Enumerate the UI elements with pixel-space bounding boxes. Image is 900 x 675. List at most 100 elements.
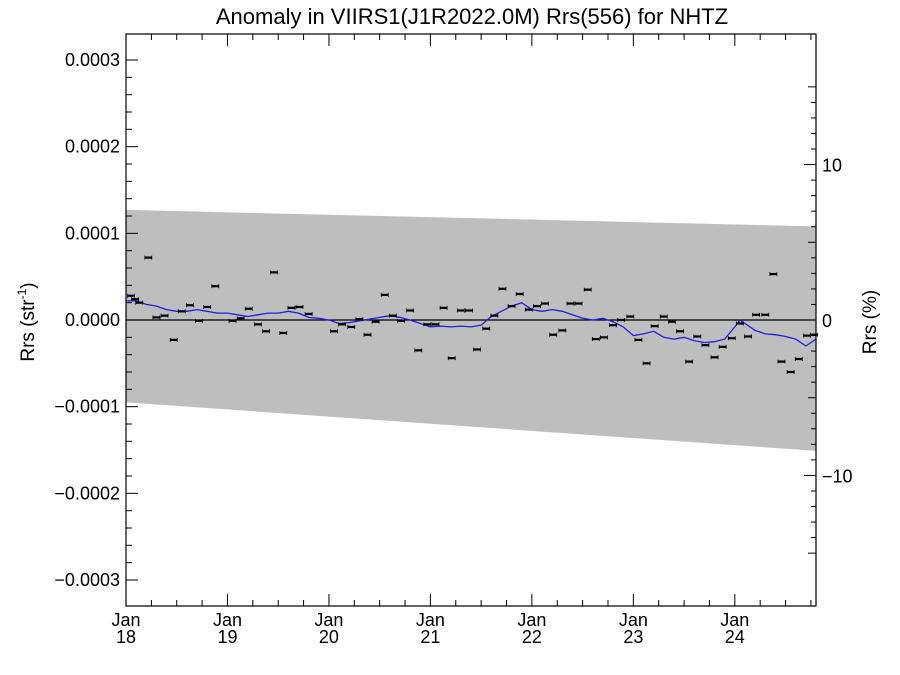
x-tick-label-month: Jan [720, 610, 749, 630]
data-point [135, 300, 144, 305]
data-point [566, 301, 575, 306]
data-point [330, 329, 338, 334]
data-point [524, 307, 533, 312]
plot-area [126, 209, 818, 451]
data-point [626, 314, 635, 319]
data-point [371, 319, 380, 324]
data-point [397, 318, 405, 323]
data-point [498, 286, 507, 291]
data-point [642, 361, 651, 366]
data-point [355, 317, 364, 322]
data-point [131, 297, 140, 302]
x-tick-label-month: Jan [416, 610, 445, 630]
data-point [380, 292, 389, 297]
data-point [761, 312, 770, 317]
data-point [127, 293, 135, 298]
data-point [659, 314, 668, 319]
data-point [295, 305, 304, 309]
data-point [490, 313, 499, 318]
chart-title: Anomaly in VIIRS1(J1R2022.0M) Rrs(556) f… [216, 4, 728, 29]
data-point [685, 359, 694, 364]
y-axis-label-left-base: Rrs (str [18, 299, 39, 362]
data-point [794, 357, 803, 361]
y-axis-label-left-exponent: -1 [15, 288, 29, 299]
y-tick-label-left: 0.0000 [65, 310, 120, 330]
y-tick-label-left: −0.0001 [54, 397, 120, 417]
data-point [735, 321, 744, 326]
data-point [710, 355, 719, 360]
y-axis-label-right: Rrs (%) [860, 290, 881, 354]
data-point [465, 308, 473, 313]
data-point [727, 336, 736, 341]
y-tick-label-right: 0 [822, 311, 832, 331]
y-axis-label-left: Rrs (str-1) [15, 282, 39, 361]
data-point [786, 370, 795, 374]
data-point [668, 319, 676, 324]
y-axis-label-left-close: ) [18, 282, 39, 288]
data-point [177, 309, 186, 314]
data-point [769, 272, 778, 277]
data-point [752, 312, 761, 317]
x-tick-label-month: Jan [517, 610, 546, 630]
data-point [279, 331, 288, 335]
data-point [244, 306, 253, 311]
data-point [650, 324, 659, 329]
x-tick-label-month: Jan [314, 610, 343, 630]
data-point [144, 255, 153, 260]
data-point [388, 313, 397, 318]
data-point [777, 359, 786, 364]
data-point [338, 322, 347, 327]
data-point [583, 287, 592, 292]
x-tick-label-year: 19 [217, 627, 237, 647]
data-point [186, 303, 194, 308]
data-point [439, 305, 448, 310]
data-point [744, 334, 752, 339]
y-tick-label-left: 0.0001 [65, 223, 120, 243]
x-tick-label-month: Jan [213, 610, 242, 630]
data-point [634, 337, 643, 342]
data-point [447, 356, 456, 361]
data-point [347, 324, 356, 329]
data-point [456, 308, 465, 313]
x-tick-label-month: Jan [619, 610, 648, 630]
data-point [169, 337, 178, 342]
data-point [482, 326, 491, 331]
data-point [195, 318, 203, 323]
data-point [591, 337, 600, 342]
data-point [414, 348, 423, 353]
data-point [254, 322, 262, 327]
x-tick-label-year: 23 [623, 627, 643, 647]
axes: 0.0003 0.0002 0.0001 0.0000 −0.0001 −0.0002 −0… [54, 33, 853, 647]
uncertainty-band [126, 209, 816, 451]
data-point [617, 318, 626, 322]
data-point [609, 323, 617, 328]
data-point [473, 347, 481, 352]
x-tick-label-month: Jan [111, 610, 140, 630]
trend-line [126, 300, 817, 347]
x-tick-label-year: 21 [420, 627, 440, 647]
data-point [549, 332, 558, 337]
data-point [406, 308, 415, 313]
data-point [701, 343, 710, 348]
y-tick-label-left: 0.0002 [65, 137, 120, 157]
data-point [718, 344, 727, 349]
data-point [515, 292, 524, 296]
data-point [211, 284, 220, 289]
y-tick-label-left: −0.0002 [54, 483, 120, 503]
x-tick-label-year: 24 [725, 627, 745, 647]
data-point [363, 332, 372, 337]
data-point [160, 313, 169, 318]
data-point [533, 304, 541, 309]
data-point [558, 328, 567, 333]
data-point [270, 270, 279, 275]
y-tick-label-left: −0.0003 [54, 570, 120, 590]
data-point [304, 311, 313, 316]
data-point [507, 304, 516, 309]
data-point [228, 318, 237, 323]
data-point [693, 334, 702, 339]
data-point [236, 316, 245, 321]
data-point [600, 335, 608, 340]
data-point [152, 315, 161, 320]
y-tick-label-left: 0.0003 [65, 50, 120, 70]
